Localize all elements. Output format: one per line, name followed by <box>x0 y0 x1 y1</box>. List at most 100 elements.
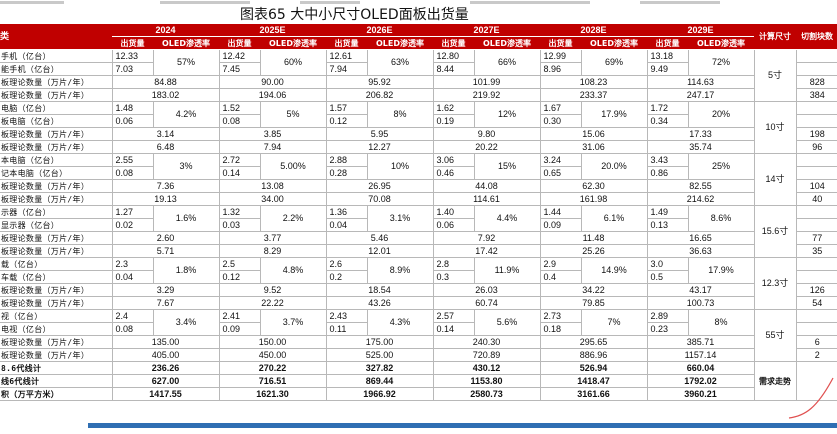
header-oled-rate: OLED渗透率 <box>260 36 326 50</box>
oled-rate-value: 3.7% <box>259 309 326 336</box>
calc-size-value: 10寸 <box>753 101 797 154</box>
total-value: 3960.21 <box>646 387 754 401</box>
table-row: 板理论数量（万片/年） 405.00 450.00 525.00 720.89 886.9… <box>0 348 837 362</box>
header-year: 2024 <box>112 24 219 37</box>
shipment-value: 2.5 <box>218 257 260 271</box>
table-row: 板理论数量（万片/年） 3.29 9.52 18.54 26.03 34.22 43.17 1… <box>0 283 837 297</box>
cut-count-empty <box>796 153 837 167</box>
oled-rate-value: 20% <box>687 101 754 128</box>
oled-shipment-table-wrapper: 类 2024 2025E 2026E 2027E 2028E 2029E 计算尺… <box>0 24 837 422</box>
panel-count-value: 3.85 <box>218 127 326 141</box>
oled-rate-value: 6.1% <box>580 205 647 232</box>
shipment-value: 0.04 <box>112 270 153 284</box>
shipment-value: 2.4 <box>112 309 153 323</box>
table-row: 板理论数量（万片/年） 84.88 90.00 95.92 101.99 108.23 11… <box>0 75 837 89</box>
shipment-value: 0.86 <box>646 166 688 180</box>
panel-count-value: 25.26 <box>539 244 647 258</box>
panel-count-value: 7.67 <box>112 296 219 310</box>
row-label: 板理论数量（万片/年） <box>0 335 113 349</box>
shipment-value: 12.42 <box>218 49 260 63</box>
cut-count-value: 104 <box>796 179 837 193</box>
chart-title: 图表65 大中小尺寸OLED面板出货量 <box>0 7 837 24</box>
total-value: 869.44 <box>325 374 433 388</box>
oled-rate-value: 11.9% <box>473 257 540 284</box>
shipment-value: 0.13 <box>646 218 688 232</box>
panel-count-value: 31.06 <box>539 140 647 154</box>
shipment-value: 2.57 <box>432 309 474 323</box>
calc-size-value: 15.6寸 <box>753 205 797 258</box>
panel-count-value: 3.77 <box>218 231 326 245</box>
shipment-value: 12.99 <box>539 49 581 63</box>
row-label: 板理论数量（万片/年） <box>0 179 113 193</box>
panel-count-value: 36.63 <box>646 244 754 258</box>
oled-rate-value: 4.8% <box>259 257 326 284</box>
cut-count-empty <box>796 309 837 323</box>
panel-count-value: 150.00 <box>218 335 326 349</box>
oled-rate-value: 8.6% <box>687 205 754 232</box>
panel-count-value: 26.95 <box>325 179 433 193</box>
table-row: 视（亿台） 2.4 3.4% 2.41 3.7% 2.43 4.3% 2.57 5.6% 2.73… <box>0 309 837 362</box>
row-label: 显示器（亿台） <box>0 218 113 232</box>
panel-count-value: 175.00 <box>325 335 433 349</box>
table-row: 板理论数量（万片/年） 135.00 150.00 175.00 240.30 295.6… <box>0 335 837 349</box>
table-row: 板理论数量（万片/年） 6.48 7.94 12.27 20.22 31.06 35.74 9… <box>0 140 837 154</box>
header-year-row: 类 2024 2025E 2026E 2027E 2028E 2029E 计算尺… <box>0 24 837 50</box>
oled-rate-value: 1.6% <box>152 205 219 232</box>
shipment-value: 9.49 <box>646 62 688 76</box>
oled-rate-value: 8.9% <box>366 257 433 284</box>
table-body: 类 2024 2025E 2026E 2027E 2028E 2029E 计算尺… <box>0 24 837 401</box>
oled-rate-value: 12% <box>473 101 540 128</box>
panel-count-value: 13.08 <box>218 179 326 193</box>
cut-count-empty <box>796 270 837 284</box>
panel-count-value: 9.80 <box>432 127 540 141</box>
shipment-value: 0.65 <box>539 166 581 180</box>
table-row: 手机（亿台） 12.33 57% 12.42 60% 12.61 63% 12.80 66% 12… <box>0 49 837 102</box>
cut-count-value: 2 <box>796 348 837 362</box>
shipment-value: 0.04 <box>325 218 367 232</box>
total-label: 线6代线计 <box>0 374 113 388</box>
cut-count-empty <box>796 101 837 115</box>
shipment-value: 3.0 <box>646 257 688 271</box>
table-row: 能手机（亿台） 7.03 7.45 7.94 8.44 8.96 9.49 <box>0 62 837 76</box>
panel-count-value: 84.88 <box>112 75 219 89</box>
oled-rate-value: 7% <box>580 309 647 336</box>
shipment-value: 12.80 <box>432 49 474 63</box>
panel-count-value: 70.08 <box>325 192 433 206</box>
shipment-value: 0.09 <box>218 322 260 336</box>
row-label: 板理论数量（万片/年） <box>0 140 113 154</box>
panel-count-value: 44.08 <box>432 179 540 193</box>
total-value: 270.22 <box>218 361 326 375</box>
panel-count-value: 35.74 <box>646 140 754 154</box>
demand-trend-label: 需求走势 <box>753 361 797 401</box>
shipment-value: 7.45 <box>218 62 260 76</box>
shipment-value: 2.41 <box>218 309 260 323</box>
total-value: 327.82 <box>325 361 433 375</box>
panel-count-value: 240.30 <box>432 335 540 349</box>
panel-count-value: 26.03 <box>432 283 540 297</box>
shipment-value: 1.48 <box>112 101 153 115</box>
panel-count-value: 295.65 <box>539 335 647 349</box>
header-metric-row: 出货量 OLED渗透率 出货量 OLED渗透率 出货量 OLED渗透率 出货量 … <box>0 36 837 50</box>
shipment-value: 2.8 <box>432 257 474 271</box>
table-row: 板理论数量（万片/年） 183.02 194.06 206.82 219.92 233.3… <box>0 88 837 102</box>
shipment-value: 1.67 <box>539 101 581 115</box>
oled-rate-value: 72% <box>687 49 754 76</box>
panel-count-value: 114.61 <box>432 192 540 206</box>
panel-count-value: 219.92 <box>432 88 540 102</box>
shipment-value: 0.18 <box>539 322 581 336</box>
total-value: 526.94 <box>539 361 647 375</box>
bottom-blue-bar <box>88 423 837 428</box>
table-row: 板理论数量（万片/年） 7.36 13.08 26.95 44.08 62.30 82.55… <box>0 179 837 193</box>
panel-count-value: 100.73 <box>646 296 754 310</box>
oled-rate-value: 25% <box>687 153 754 180</box>
shipment-value: 0.28 <box>325 166 367 180</box>
row-label: 板电脑（亿台） <box>0 114 113 128</box>
panel-count-value: 16.65 <box>646 231 754 245</box>
shipment-value: 7.94 <box>325 62 367 76</box>
total-value: 1153.80 <box>432 374 540 388</box>
shipment-value: 8.96 <box>539 62 581 76</box>
shipment-value: 1.49 <box>646 205 688 219</box>
header-calc-size: 计算尺寸 <box>754 24 796 50</box>
panel-count-value: 15.06 <box>539 127 647 141</box>
demand-trend-chart-cell <box>796 361 837 401</box>
